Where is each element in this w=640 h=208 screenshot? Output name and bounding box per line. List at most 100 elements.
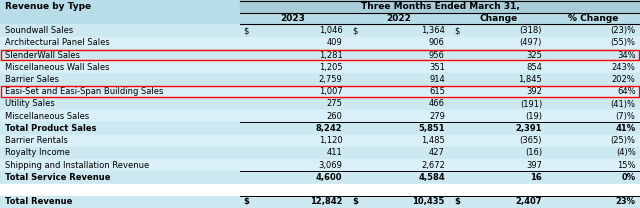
Text: 397: 397 — [526, 161, 542, 170]
Text: (55)%: (55)% — [611, 38, 636, 47]
Text: Total Service Revenue: Total Service Revenue — [5, 173, 111, 182]
Text: 1,485: 1,485 — [421, 136, 445, 145]
Text: Architectural Panel Sales: Architectural Panel Sales — [5, 38, 110, 47]
Text: 275: 275 — [326, 99, 342, 109]
Text: 1,205: 1,205 — [319, 63, 342, 72]
Text: $: $ — [454, 197, 460, 206]
Text: (4)%: (4)% — [616, 149, 636, 157]
Text: 2,391: 2,391 — [516, 124, 542, 133]
Text: 10,435: 10,435 — [412, 197, 445, 206]
Text: Shipping and Installation Revenue: Shipping and Installation Revenue — [5, 161, 149, 170]
Text: 4,600: 4,600 — [316, 173, 342, 182]
Text: (41)%: (41)% — [611, 99, 636, 109]
Bar — [0, 73, 640, 86]
Text: SlenderWall Sales: SlenderWall Sales — [5, 51, 80, 59]
Bar — [240, 0, 640, 14]
Text: 64%: 64% — [617, 87, 636, 96]
Text: 325: 325 — [526, 51, 542, 59]
Text: (318): (318) — [520, 26, 542, 35]
Text: 427: 427 — [429, 149, 445, 157]
Text: 2,759: 2,759 — [319, 75, 342, 84]
Text: 0%: 0% — [621, 173, 636, 182]
Text: (25)%: (25)% — [611, 136, 636, 145]
Text: 615: 615 — [429, 87, 445, 96]
Text: 1,845: 1,845 — [518, 75, 542, 84]
Text: 2,672: 2,672 — [421, 161, 445, 170]
Text: Miscellaneous Sales: Miscellaneous Sales — [5, 112, 90, 121]
Text: 906: 906 — [429, 38, 445, 47]
Text: 279: 279 — [429, 112, 445, 121]
Text: 392: 392 — [526, 87, 542, 96]
Bar — [1, 50, 639, 61]
Text: 409: 409 — [326, 38, 342, 47]
Text: $: $ — [352, 197, 358, 206]
Text: 2023: 2023 — [280, 15, 305, 24]
Text: (16): (16) — [525, 149, 542, 157]
Text: 243%: 243% — [612, 63, 636, 72]
Text: (365): (365) — [520, 136, 542, 145]
Bar — [0, 25, 640, 37]
Text: 8,242: 8,242 — [316, 124, 342, 133]
Text: 2,407: 2,407 — [516, 197, 542, 206]
Text: 411: 411 — [326, 149, 342, 157]
Bar — [0, 37, 640, 49]
Text: 466: 466 — [429, 99, 445, 109]
Text: Total Revenue: Total Revenue — [5, 197, 72, 206]
Text: Barrier Rentals: Barrier Rentals — [5, 136, 68, 145]
Text: 4,584: 4,584 — [418, 173, 445, 182]
Text: (23)%: (23)% — [611, 26, 636, 35]
Text: 1,120: 1,120 — [319, 136, 342, 145]
Bar — [0, 98, 640, 110]
Bar — [0, 147, 640, 159]
Text: Easi-Set and Easi-Span Building Sales: Easi-Set and Easi-Span Building Sales — [5, 87, 163, 96]
Text: Three Months Ended March 31,: Three Months Ended March 31, — [360, 1, 520, 11]
Text: Change: Change — [479, 15, 517, 24]
Text: $: $ — [243, 26, 248, 35]
Text: (497): (497) — [520, 38, 542, 47]
Text: 3,069: 3,069 — [319, 161, 342, 170]
Text: $: $ — [243, 197, 249, 206]
Bar — [0, 196, 640, 208]
Text: 854: 854 — [526, 63, 542, 72]
Text: 1,007: 1,007 — [319, 87, 342, 96]
Text: 15%: 15% — [617, 161, 636, 170]
Bar — [0, 49, 640, 61]
Bar — [1, 86, 639, 97]
Text: 956: 956 — [429, 51, 445, 59]
Text: 23%: 23% — [616, 197, 636, 206]
Text: Total Product Sales: Total Product Sales — [5, 124, 97, 133]
Text: 1,046: 1,046 — [319, 26, 342, 35]
Text: Soundwall Sales: Soundwall Sales — [5, 26, 74, 35]
Bar — [0, 159, 640, 171]
Text: 1,364: 1,364 — [421, 26, 445, 35]
Text: 5,851: 5,851 — [418, 124, 445, 133]
Bar — [0, 122, 640, 135]
Text: 16: 16 — [531, 173, 542, 182]
Text: (7)%: (7)% — [616, 112, 636, 121]
Bar — [0, 0, 240, 14]
Bar — [0, 110, 640, 122]
Text: Miscellaneous Wall Sales: Miscellaneous Wall Sales — [5, 63, 109, 72]
Text: 2022: 2022 — [386, 15, 411, 24]
Text: 202%: 202% — [612, 75, 636, 84]
Text: 914: 914 — [429, 75, 445, 84]
Bar — [0, 183, 640, 196]
Text: $: $ — [454, 26, 460, 35]
Text: Barrier Sales: Barrier Sales — [5, 75, 59, 84]
Text: Utility Sales: Utility Sales — [5, 99, 55, 109]
Text: (19): (19) — [525, 112, 542, 121]
Bar — [0, 86, 640, 98]
Text: Royalty Income: Royalty Income — [5, 149, 70, 157]
Bar — [0, 171, 640, 183]
Text: 41%: 41% — [616, 124, 636, 133]
Text: 12,842: 12,842 — [310, 197, 342, 206]
Text: Revenue by Type: Revenue by Type — [5, 2, 92, 11]
Text: 34%: 34% — [617, 51, 636, 59]
Text: 1,281: 1,281 — [319, 51, 342, 59]
Text: 260: 260 — [326, 112, 342, 121]
Bar — [0, 14, 640, 25]
Bar — [0, 61, 640, 73]
Text: 351: 351 — [429, 63, 445, 72]
Text: $: $ — [352, 26, 357, 35]
Text: % Change: % Change — [568, 15, 618, 24]
